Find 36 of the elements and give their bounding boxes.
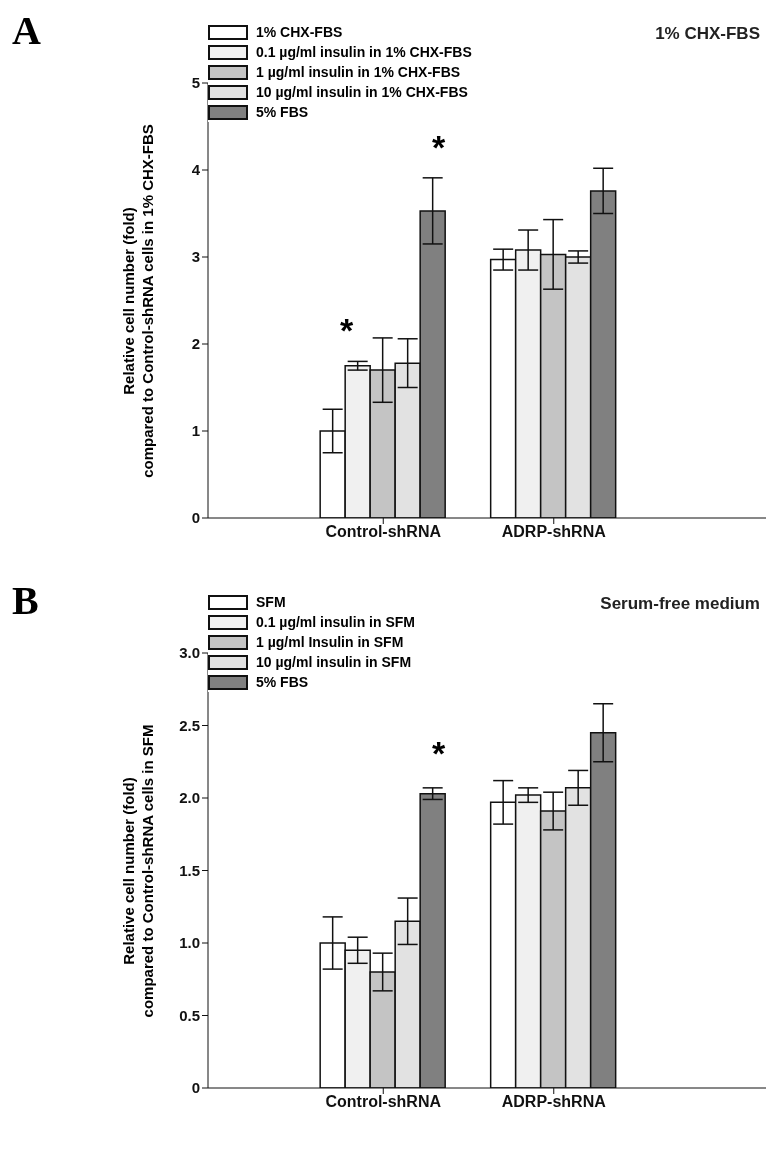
y-tick-label: 4 [191,161,201,179]
x-tick-label: Control-shRNA [325,523,442,541]
y-tick-label: 2.0 [179,789,200,807]
legend-label: 1 µg/ml insulin in 1% CHX-FBS [256,64,461,80]
y-tick-label: 0.5 [179,1006,200,1024]
x-tick-label: Control-shRNA [325,1093,442,1111]
legend-label: 0.1 µg/ml insulin in SFM [256,614,415,630]
legend-label: SFM [256,594,286,610]
y-tick-label: 3 [191,248,200,266]
text: 1% CHX-FBS [655,24,760,44]
y-tick-label: 2.5 [179,716,200,734]
legend-label: 10 µg/ml insulin in SFM [256,654,412,670]
y-tick-label: 5 [191,74,200,92]
legend-label: 1 µg/ml Insulin in SFM [256,634,404,650]
x-tick-label: ADRP-shRNA [501,523,607,541]
legend-label: 1% CHX-FBS [256,24,343,40]
y-tick-label: 1 [191,422,200,440]
legend-label: 5% FBS [256,674,309,690]
y-tick-label: 3.0 [179,644,200,662]
y-tick-label: 1.0 [179,934,200,952]
legend-label: 10 µg/ml insulin in 1% CHX-FBS [256,84,468,100]
annotation: * [340,311,354,349]
x-tick-label: ADRP-shRNA [501,1093,607,1111]
y-axis-title: Relative cell number (fold) compared to Control-shRNA cells in SFM [119,724,157,1017]
annotation: * [432,734,446,772]
text: Serum-free medium [600,594,760,614]
text: A [12,8,41,54]
y-axis-title: Relative cell number (fold) compared to Control-shRNA cells in 1% CHX-FBS [119,123,157,478]
y-tick-label: 1.5 [179,861,200,879]
legend-label: 0.1 µg/ml insulin in 1% CHX-FBS [256,44,472,60]
y-tick-label: 0 [191,509,200,527]
text: B [12,578,39,624]
y-tick-label: 0 [191,1079,200,1097]
annotation: * [432,128,446,166]
legend-label: 5% FBS [256,104,309,120]
y-tick-label: 2 [191,335,200,353]
